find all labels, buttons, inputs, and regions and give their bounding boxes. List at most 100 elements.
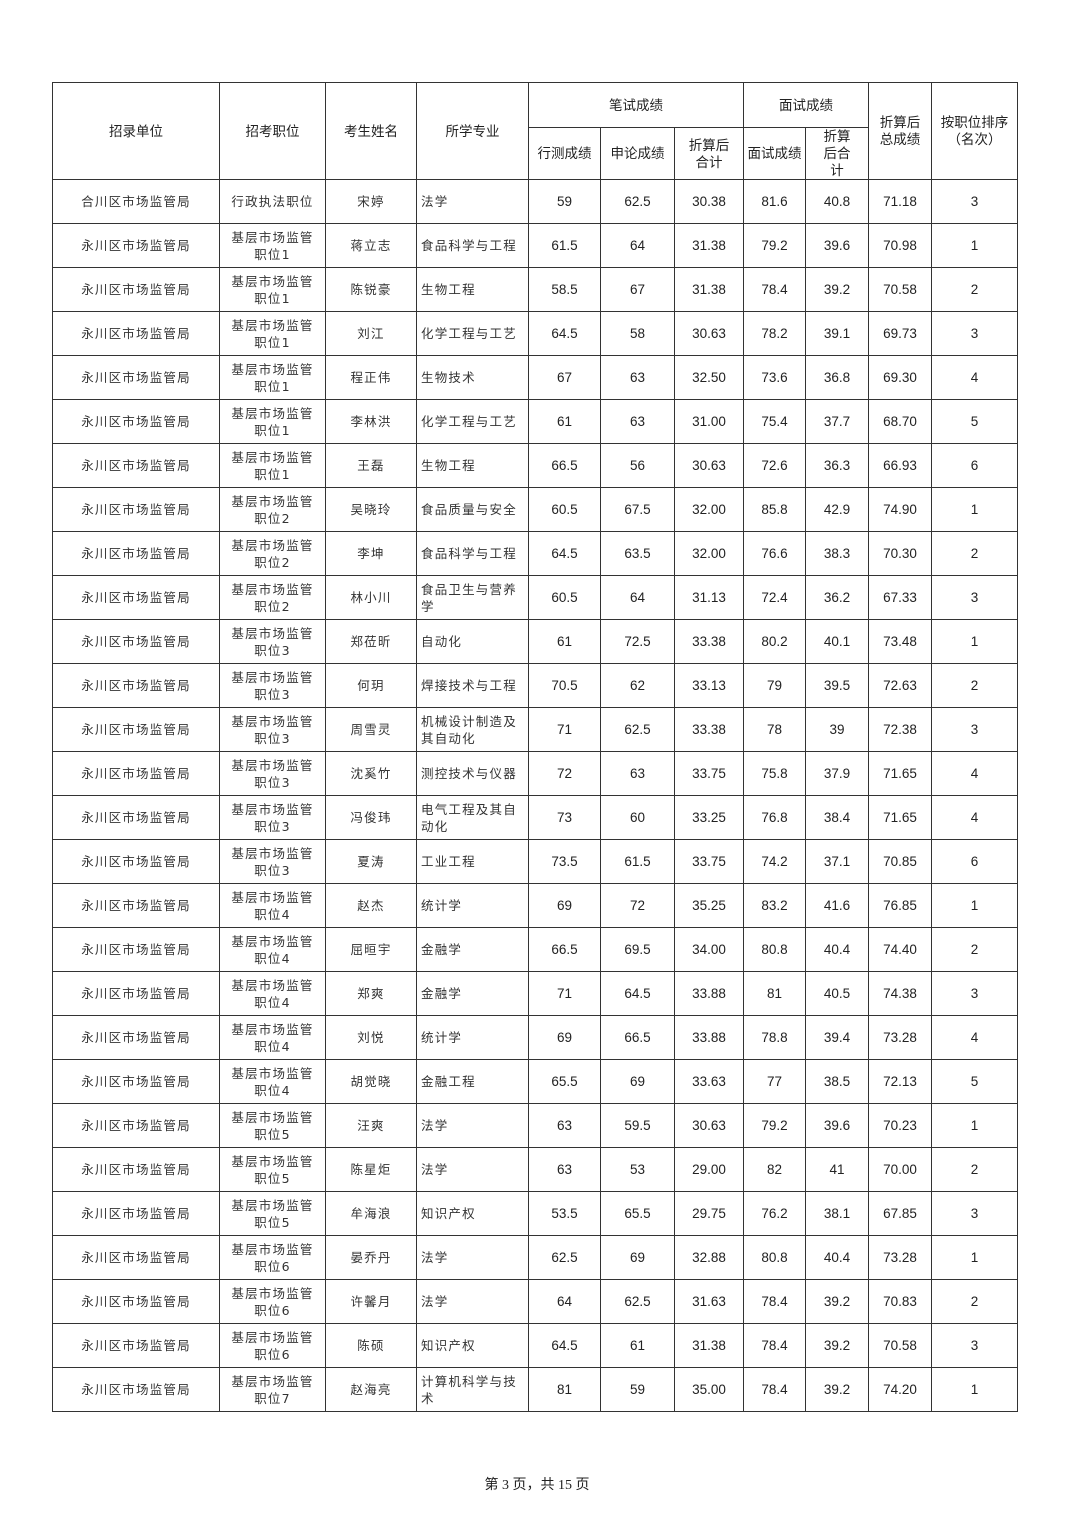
- cell-total: 70.98: [868, 223, 933, 268]
- cell-interview-score: 72.6: [743, 443, 807, 488]
- cell-unit: 永川区市场监管局: [52, 883, 220, 928]
- cell-shenlun: 63.5: [600, 531, 675, 576]
- cell-written-converted: 31.13: [673, 575, 745, 620]
- cell-shenlun: 58: [600, 311, 675, 356]
- table-row: 永川区市场监管局 基层市场监管职位5 牟海浪 知识产权 53.5 65.5 29.75 76.…: [52, 1191, 1019, 1236]
- cell-xingce: 81: [528, 1367, 601, 1412]
- cell-name: 晏乔丹: [325, 1235, 417, 1280]
- cell-total: 70.58: [868, 267, 933, 312]
- cell-interview-score: 85.8: [743, 487, 807, 532]
- cell-shenlun: 67: [600, 267, 675, 312]
- cell-unit: 永川区市场监管局: [52, 1191, 220, 1236]
- cell-unit: 永川区市场监管局: [52, 663, 220, 708]
- cell-major: 食品质量与安全: [416, 487, 529, 532]
- cell-major: 法学: [416, 1147, 529, 1192]
- cell-shenlun: 62: [600, 663, 675, 708]
- cell-interview-converted: 39.2: [805, 1367, 870, 1412]
- cell-name: 汪爽: [325, 1103, 417, 1148]
- cell-position: 基层市场监管职位4: [219, 1015, 326, 1060]
- cell-total: 70.30: [868, 531, 933, 576]
- cell-xingce: 69: [528, 883, 601, 928]
- cell-written-converted: 33.63: [673, 1059, 745, 1104]
- cell-written-converted: 31.63: [673, 1279, 745, 1324]
- cell-interview-converted: 39.4: [805, 1015, 870, 1060]
- cell-interview-score: 77: [743, 1059, 807, 1104]
- cell-rank: 3: [931, 971, 1019, 1016]
- cell-unit: 永川区市场监管局: [52, 531, 220, 576]
- cell-interview-score: 75.4: [743, 399, 807, 444]
- cell-rank: 3: [931, 1191, 1019, 1236]
- cell-total: 74.90: [868, 487, 933, 532]
- cell-rank: 2: [931, 531, 1019, 576]
- table-row: 永川区市场监管局 基层市场监管职位4 胡觉晓 金融工程 65.5 69 33.63 77 38.…: [52, 1059, 1019, 1104]
- cell-xingce: 64.5: [528, 1323, 601, 1368]
- header-xingce: 行测成绩: [528, 127, 601, 180]
- cell-rank: 3: [931, 311, 1019, 356]
- cell-shenlun: 53: [600, 1147, 675, 1192]
- cell-written-converted: 30.63: [673, 311, 745, 356]
- page-footer: 第 3 页，共 15 页: [484, 1478, 590, 1493]
- cell-total: 74.40: [868, 927, 933, 972]
- cell-major: 化学工程与工艺: [416, 399, 529, 444]
- cell-interview-score: 75.8: [743, 751, 807, 796]
- table-row: 永川区市场监管局 基层市场监管职位2 林小川 食品卫生与营养学 60.5 64 31.13 7…: [52, 575, 1019, 620]
- cell-major: 法学: [416, 179, 529, 224]
- cell-interview-converted: 39.6: [805, 1103, 870, 1148]
- cell-shenlun: 62.5: [600, 707, 675, 752]
- cell-interview-converted: 38.1: [805, 1191, 870, 1236]
- cell-xingce: 73: [528, 795, 601, 840]
- cell-total: 67.33: [868, 575, 933, 620]
- cell-shenlun: 69.5: [600, 927, 675, 972]
- cell-written-converted: 33.25: [673, 795, 745, 840]
- cell-interview-converted: 37.1: [805, 839, 870, 884]
- cell-written-converted: 29.75: [673, 1191, 745, 1236]
- cell-major: 法学: [416, 1279, 529, 1324]
- cell-position: 基层市场监管职位2: [219, 575, 326, 620]
- cell-shenlun: 61.5: [600, 839, 675, 884]
- cell-rank: 2: [931, 1147, 1019, 1192]
- cell-unit: 永川区市场监管局: [52, 1147, 220, 1192]
- cell-interview-converted: 38.3: [805, 531, 870, 576]
- cell-xingce: 67: [528, 355, 601, 400]
- cell-shenlun: 64: [600, 575, 675, 620]
- cell-rank: 3: [931, 179, 1019, 224]
- cell-shenlun: 62.5: [600, 179, 675, 224]
- cell-major: 金融工程: [416, 1059, 529, 1104]
- cell-position: 基层市场监管职位6: [219, 1235, 326, 1280]
- cell-position: 基层市场监管职位4: [219, 971, 326, 1016]
- cell-rank: 3: [931, 707, 1019, 752]
- cell-name: 赵海亮: [325, 1367, 417, 1412]
- cell-major: 计算机科学与技术: [416, 1367, 529, 1412]
- cell-xingce: 65.5: [528, 1059, 601, 1104]
- cell-xingce: 60.5: [528, 487, 601, 532]
- cell-interview-score: 76.6: [743, 531, 807, 576]
- cell-name: 刘悦: [325, 1015, 417, 1060]
- header-position: 招考职位: [219, 82, 326, 180]
- cell-shenlun: 69: [600, 1059, 675, 1104]
- cell-position: 基层市场监管职位6: [219, 1323, 326, 1368]
- cell-position: 基层市场监管职位4: [219, 1059, 326, 1104]
- cell-total: 72.38: [868, 707, 933, 752]
- cell-major: 法学: [416, 1235, 529, 1280]
- header-written: 笔试成绩: [527, 82, 745, 128]
- cell-name: 蒋立志: [325, 223, 417, 268]
- cell-written-converted: 32.00: [673, 487, 745, 532]
- cell-total: 72.63: [868, 663, 933, 708]
- cell-position: 基层市场监管职位4: [219, 927, 326, 972]
- cell-total: 68.70: [868, 399, 933, 444]
- cell-unit: 合川区市场监管局: [52, 179, 220, 224]
- cell-name: 冯俊玮: [325, 795, 417, 840]
- cell-interview-score: 78.2: [743, 311, 807, 356]
- cell-name: 夏涛: [325, 839, 417, 884]
- cell-unit: 永川区市场监管局: [52, 311, 220, 356]
- cell-xingce: 64.5: [528, 531, 601, 576]
- cell-written-converted: 32.50: [673, 355, 745, 400]
- table-row: 永川区市场监管局 基层市场监管职位1 王磊 生物工程 66.5 56 30.63 72.6 36…: [52, 443, 1019, 488]
- cell-unit: 永川区市场监管局: [52, 1059, 220, 1104]
- cell-position: 基层市场监管职位3: [219, 707, 326, 752]
- cell-interview-score: 78.4: [743, 1367, 807, 1412]
- cell-shenlun: 63: [600, 355, 675, 400]
- cell-written-converted: 29.00: [673, 1147, 745, 1192]
- cell-position: 基层市场监管职位3: [219, 751, 326, 796]
- cell-major: 金融学: [416, 927, 529, 972]
